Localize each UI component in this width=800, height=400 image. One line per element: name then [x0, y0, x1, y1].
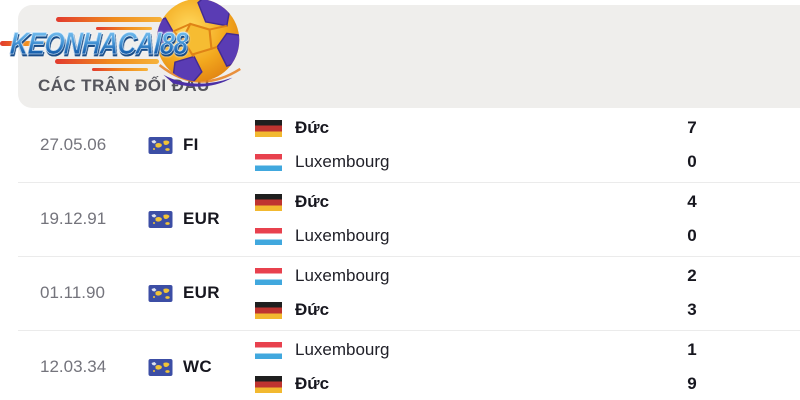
team-name: Luxembourg — [295, 266, 390, 285]
team-score: 1 — [687, 340, 697, 359]
team-flag-icon — [255, 193, 282, 211]
world-flag-icon — [148, 210, 173, 228]
team-flag-icon — [255, 227, 282, 245]
team-name: Đức — [295, 192, 330, 211]
team-score: 4 — [687, 192, 697, 211]
team-line: Luxembourg 0 — [255, 226, 800, 246]
team-line: Đức 3 — [255, 300, 800, 320]
section-title: CÁC TRẬN ĐỐI ĐẦU — [38, 76, 210, 95]
competition: EUR — [148, 182, 220, 256]
team-name: Đức — [295, 300, 330, 319]
team-score: 9 — [687, 374, 697, 393]
team-score: 7 — [687, 118, 697, 137]
match-row: 01.11.90 EUR Luxembourg 2 Đức — [0, 256, 800, 330]
team-flag-icon — [255, 301, 282, 319]
match-row: 27.05.06 FI Đức 7 Luxembourg — [0, 108, 800, 182]
team-name: Đức — [295, 374, 330, 393]
team-line: Đức 9 — [255, 374, 800, 394]
team-flag-icon — [255, 375, 282, 393]
world-flag-icon — [148, 358, 173, 376]
world-flag-icon — [148, 136, 173, 154]
team-score: 0 — [687, 226, 697, 245]
team-line: Luxembourg 0 — [255, 152, 800, 172]
competition: EUR — [148, 256, 220, 330]
match-date: 12.03.34 — [40, 357, 107, 376]
team-name: Luxembourg — [295, 152, 390, 171]
team-line: Đức 4 — [255, 192, 800, 212]
logo-text: KEONHACAI88 — [9, 26, 189, 62]
speed-streak-icon — [96, 27, 152, 30]
speed-streak-icon — [56, 17, 162, 22]
team-score: 2 — [687, 266, 697, 285]
team-name: Luxembourg — [295, 226, 390, 245]
team-flag-icon — [255, 341, 282, 359]
team-name: Đức — [295, 118, 330, 137]
competition-label: EUR — [183, 209, 220, 228]
team-score: 3 — [687, 300, 697, 319]
header-card — [18, 5, 800, 108]
soccer-ball-icon — [150, 0, 246, 92]
logo-link[interactable]: KEONHACAI88 — [0, 0, 260, 100]
matches-table: 27.05.06 FI Đức 7 Luxembourg — [0, 108, 800, 400]
world-flag-icon — [148, 284, 173, 302]
team-score: 0 — [687, 152, 697, 171]
match-row: 12.03.34 WC Luxembourg 1 Đức — [0, 330, 800, 400]
match-date: 19.12.91 — [40, 209, 107, 228]
team-line: Luxembourg 1 — [255, 340, 800, 360]
team-line: Luxembourg 2 — [255, 266, 800, 286]
match-date: 27.05.06 — [40, 135, 107, 154]
competition: WC — [148, 330, 212, 400]
team-line: Đức 7 — [255, 118, 800, 138]
team-flag-icon — [255, 267, 282, 285]
competition-label: FI — [183, 135, 199, 154]
match-row: 19.12.91 EUR Đức 4 Luxembourg — [0, 182, 800, 256]
speed-streak-icon — [0, 41, 46, 46]
team-flag-icon — [255, 153, 282, 171]
team-name: Luxembourg — [295, 340, 390, 359]
competition-label: EUR — [183, 283, 220, 302]
speed-streak-icon — [55, 59, 159, 64]
speed-streak-icon — [92, 68, 148, 71]
competition-label: WC — [183, 357, 212, 376]
team-flag-icon — [255, 119, 282, 137]
competition: FI — [148, 108, 199, 182]
match-date: 01.11.90 — [40, 283, 105, 302]
